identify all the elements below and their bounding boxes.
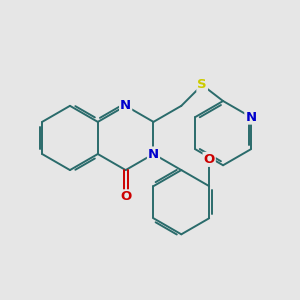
Text: N: N [120,99,131,112]
Text: O: O [203,153,215,166]
Text: N: N [245,111,256,124]
Text: S: S [197,79,207,92]
Text: N: N [148,148,159,160]
Text: O: O [120,190,131,203]
